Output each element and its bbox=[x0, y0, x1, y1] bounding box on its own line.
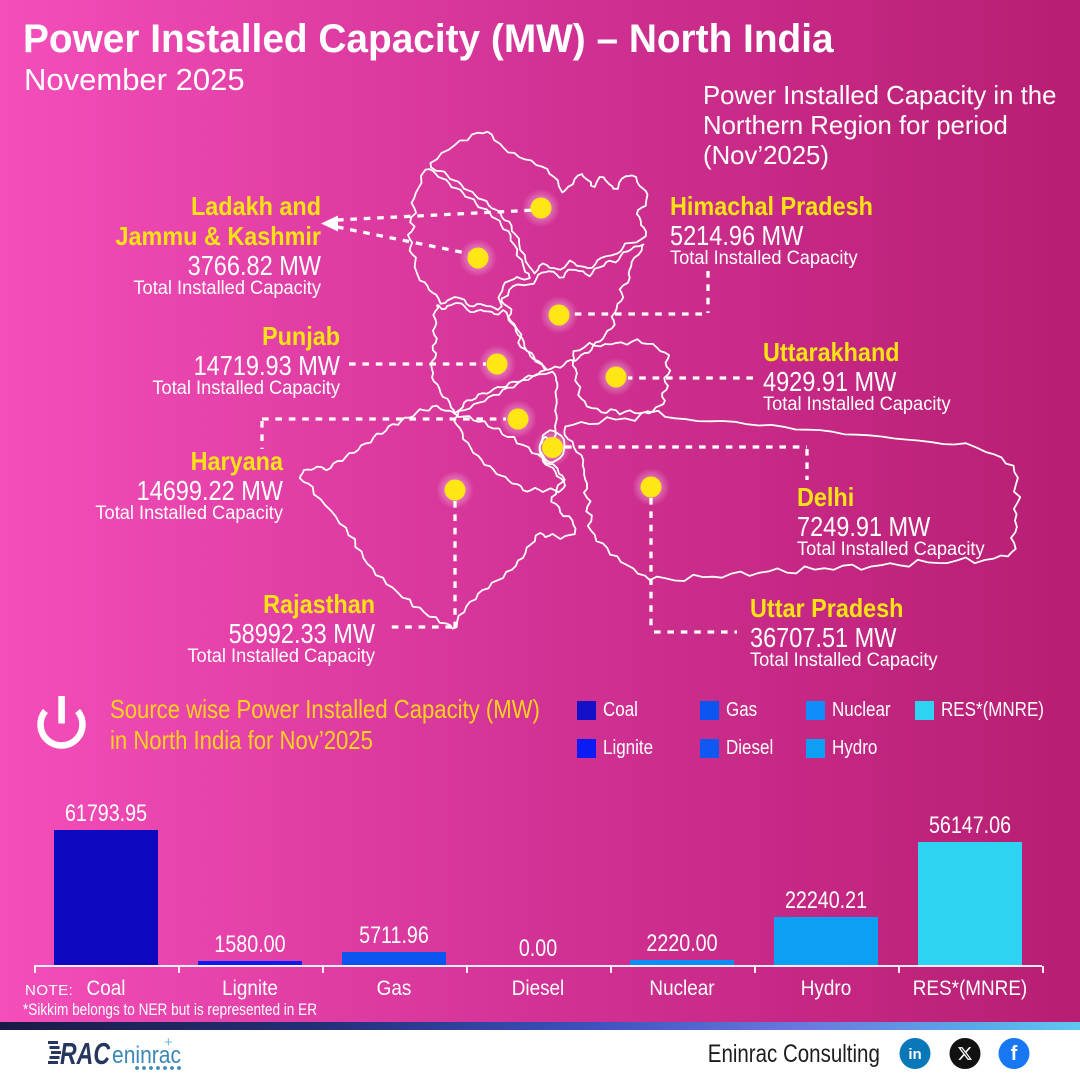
svg-text:in: in bbox=[908, 1046, 921, 1063]
svg-text:+: + bbox=[164, 1036, 173, 1051]
svg-text:f: f bbox=[1011, 1043, 1018, 1065]
svg-text:eninrac: eninrac bbox=[112, 1042, 181, 1069]
svg-text:RAC: RAC bbox=[60, 1036, 110, 1071]
